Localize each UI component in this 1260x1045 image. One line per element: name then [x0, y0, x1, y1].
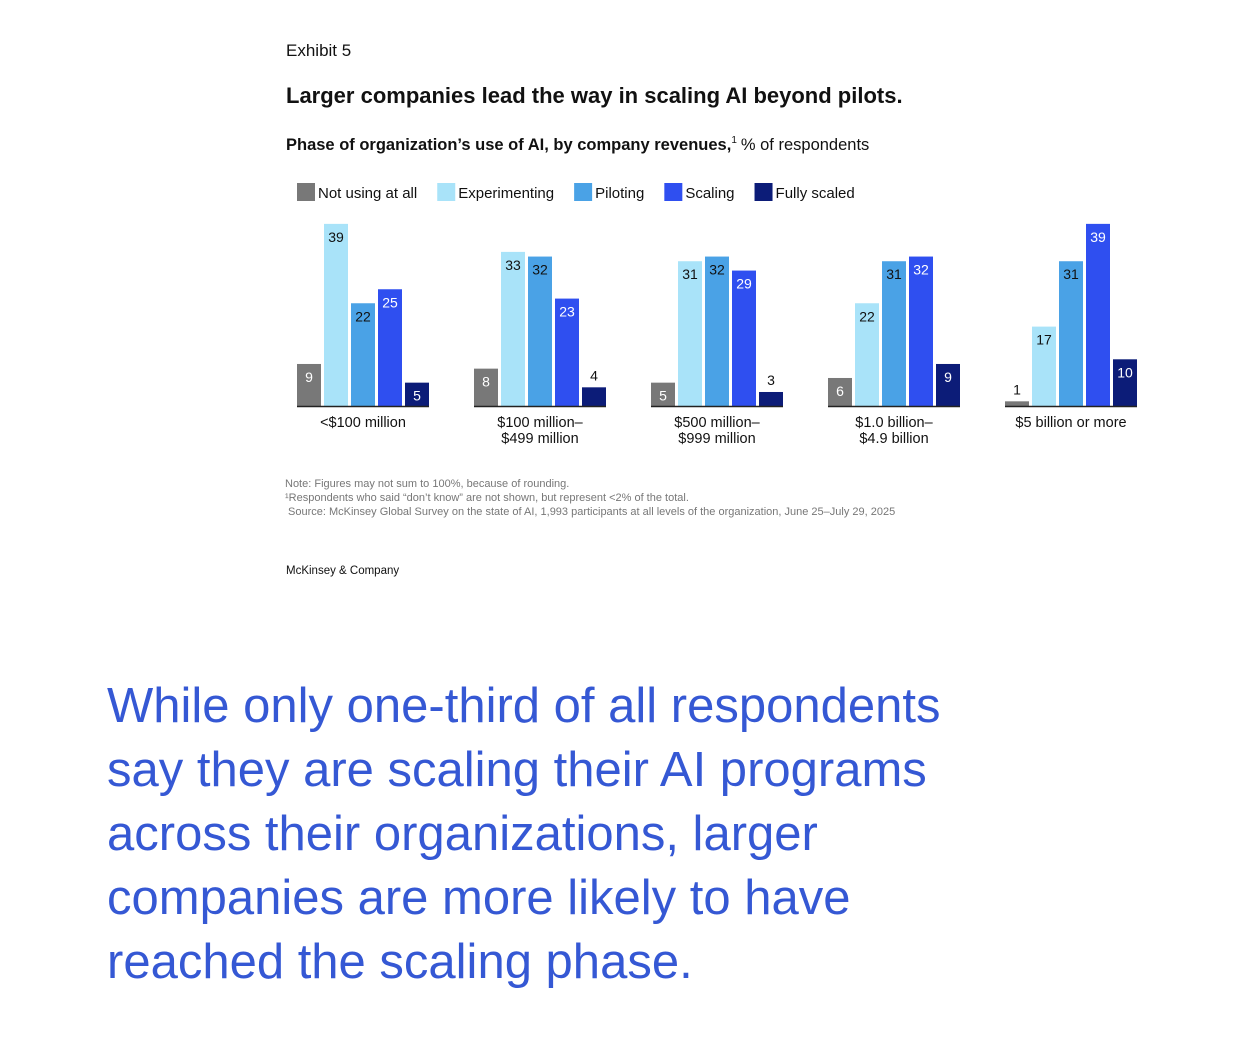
notes: Note: Figures may not sum to 100%, becau… [285, 478, 895, 518]
value-label: 17 [1036, 332, 1052, 348]
bar [732, 270, 756, 406]
legend-label: Experimenting [458, 185, 554, 202]
quote-line: across their organizations, larger [107, 807, 818, 861]
value-label: 1 [1013, 381, 1021, 397]
x-tick-label: $100 million– [497, 415, 583, 431]
value-label: 31 [682, 266, 698, 282]
x-tick-label: $1.0 billion– [855, 415, 933, 431]
note: Note: Figures may not sum to 100%, becau… [285, 478, 569, 490]
brand: McKinsey & Company [286, 565, 399, 577]
bar [324, 223, 348, 406]
bar [828, 377, 852, 406]
bar [582, 387, 606, 406]
bar [528, 256, 552, 406]
chart: Not using at all Experimenting Piloting Sca… [297, 183, 1137, 447]
bar [1086, 223, 1110, 406]
value-label: 9 [944, 369, 952, 385]
value-label: 8 [482, 374, 490, 390]
bar [678, 261, 702, 406]
bar [351, 303, 375, 406]
quote-line: reached the scaling phase. [107, 935, 693, 989]
bar [882, 261, 906, 406]
value-label: 23 [559, 304, 575, 320]
value-label: 6 [836, 383, 844, 399]
pull-quote: While only one-third of all respondents s… [107, 679, 940, 989]
bar [1113, 359, 1137, 406]
bar [936, 363, 960, 406]
bar [501, 251, 525, 406]
footnote-ref: 1 [731, 135, 737, 146]
value-label: 39 [328, 229, 344, 245]
quote-line: say they are scaling their AI programs [107, 743, 927, 797]
note: Source: McKinsey Global Survey on the st… [288, 506, 895, 518]
value-label: 22 [859, 308, 875, 324]
x-tick-label: $4.9 billion [859, 431, 928, 447]
x-tick-label: $5 billion or more [1015, 415, 1126, 431]
value-label: 22 [355, 308, 371, 324]
legend-label: Not using at all [318, 185, 417, 202]
value-label: 32 [532, 262, 548, 278]
value-label: 3 [767, 372, 775, 388]
legend-swatch [664, 183, 683, 201]
exhibit-label: Exhibit 5 [286, 41, 351, 60]
subtitle-main: Phase of organization’s use of AI, by co… [286, 136, 731, 154]
bar [1032, 326, 1056, 406]
bar [759, 391, 783, 406]
value-label: 32 [913, 262, 929, 278]
legend-label: Scaling [685, 185, 734, 202]
quote-line: companies are more likely to have [107, 871, 851, 925]
legend-swatch [297, 183, 315, 201]
value-label: 39 [1090, 229, 1106, 245]
value-label: 9 [305, 369, 313, 385]
legend-swatch [574, 183, 593, 201]
bar [855, 303, 879, 406]
value-label: 25 [382, 294, 398, 310]
x-tick-label: $999 million [678, 431, 755, 447]
bar [651, 382, 675, 406]
legend-swatch [437, 183, 456, 201]
value-label: 10 [1117, 364, 1133, 380]
bar [1005, 401, 1029, 406]
value-label: 4 [590, 367, 598, 383]
value-label: 5 [659, 388, 667, 404]
note: ¹Respondents who said “don’t know” are n… [285, 492, 689, 504]
bar [405, 382, 429, 406]
legend-swatch [754, 183, 773, 201]
unit: % of respondents [741, 136, 869, 154]
value-label: 31 [886, 266, 902, 282]
bar [378, 289, 402, 406]
bar [474, 368, 498, 406]
bar [555, 298, 579, 406]
legend-label: Piloting [595, 185, 644, 202]
chart-subtitle: Phase of organization’s use of AI, by co… [286, 135, 869, 154]
x-tick-label: $499 million [501, 431, 578, 447]
value-label: 29 [736, 276, 752, 292]
value-label: 32 [709, 262, 725, 278]
value-label: 31 [1063, 266, 1079, 282]
bar [909, 256, 933, 406]
chart-title: Larger companies lead the way in scaling… [286, 83, 903, 108]
bar [297, 363, 321, 406]
x-tick-label: $500 million– [674, 415, 760, 431]
bar [705, 256, 729, 406]
legend-label: Fully scaled [776, 185, 855, 202]
quote-line: While only one-third of all respondents [107, 679, 940, 733]
x-tick-label: <$100 million [320, 415, 406, 431]
value-label: 33 [505, 257, 521, 273]
value-label: 5 [413, 388, 421, 404]
bar [1059, 261, 1083, 406]
